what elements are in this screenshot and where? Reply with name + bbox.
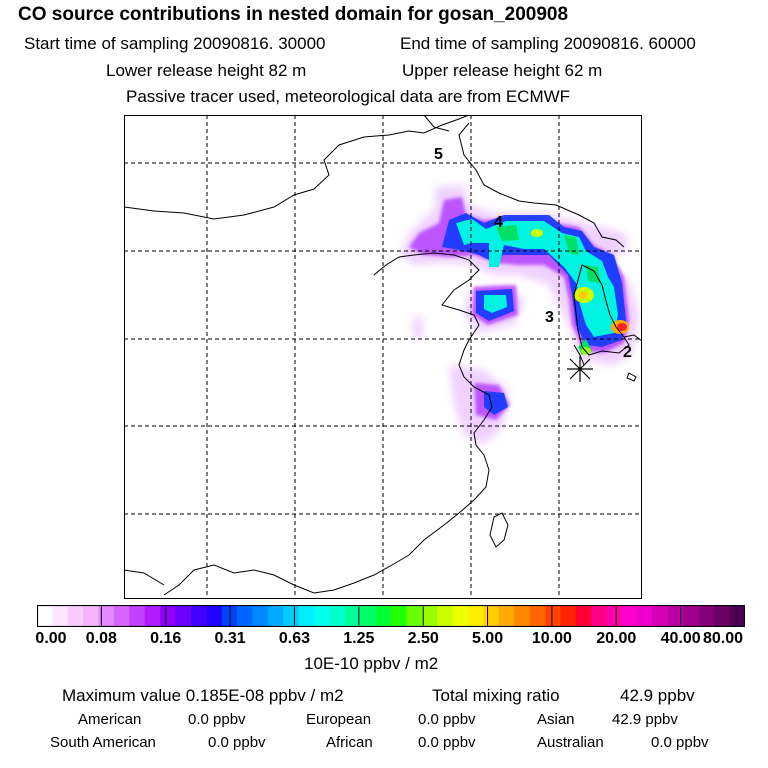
colorbar-cell	[52, 605, 69, 627]
american-label: American	[78, 711, 142, 728]
colorbar-cell	[483, 605, 500, 627]
colorbar-cell	[529, 605, 546, 627]
colorbar-cell	[391, 605, 407, 627]
colorbar	[37, 605, 745, 627]
colorbar-cell	[637, 605, 654, 627]
colorbar-cell	[560, 605, 577, 627]
colorbar-cell	[98, 605, 115, 627]
colorbar-cell	[729, 605, 745, 627]
map-panel: 5 4 3 2	[124, 115, 642, 599]
colorbar-cell	[360, 605, 377, 627]
colorbar-cell	[237, 605, 253, 627]
colorbar-tick-label: 1.25	[343, 630, 375, 647]
colorbar-cell	[606, 605, 623, 627]
colorbar-cell	[575, 605, 592, 627]
region-label-3: 3	[545, 309, 554, 326]
colorbar-cell	[452, 605, 469, 627]
colorbar-cell	[344, 605, 361, 627]
start-time: Start time of sampling 20090816. 30000	[24, 34, 326, 53]
plot-title: CO source contributions in nested domain…	[18, 4, 569, 25]
colorbar-cell	[160, 605, 177, 627]
colorbar-cell	[190, 605, 207, 627]
colorbar-unit: 10E-10 ppbv / m2	[304, 654, 439, 673]
colorbar-cell	[698, 605, 715, 627]
colorbar-tick-label: 0.08	[85, 630, 117, 647]
australian-label: Australian	[537, 734, 604, 751]
colorbar-cell	[283, 605, 300, 627]
total-mixing-ratio-value: 42.9 ppbv	[620, 686, 695, 705]
end-time: End time of sampling 20090816. 60000	[400, 34, 696, 53]
asian-value: 42.9 ppbv	[612, 711, 678, 728]
colorbar-tick-label: 20.00	[596, 630, 637, 647]
european-value: 0.0 ppbv	[418, 711, 476, 728]
region-label-5: 5	[434, 146, 443, 163]
colorbar-cell	[683, 605, 700, 627]
south-american-value: 0.0 ppbv	[208, 734, 266, 751]
colorbar-tick-label: 0.00	[35, 630, 67, 647]
colorbar-cell	[298, 605, 315, 627]
australian-value: 0.0 ppbv	[651, 734, 709, 751]
colorbar-cell	[591, 605, 607, 627]
colorbar-tick-label: 10.00	[531, 630, 572, 647]
maximum-value: Maximum value 0.185E-08 ppbv / m2	[62, 686, 344, 705]
colorbar-cell	[129, 605, 146, 627]
colorbar-cell	[621, 605, 638, 627]
colorbar-cell	[252, 605, 269, 627]
colorbar-cell	[498, 605, 515, 627]
colorbar-cell	[668, 605, 684, 627]
south-american-label: South American	[50, 734, 156, 751]
colorbar-tick-label: 80.00	[702, 630, 744, 647]
colorbar-cell	[514, 605, 531, 627]
african-value: 0.0 ppbv	[418, 734, 476, 751]
colorbar-cell	[652, 605, 669, 627]
colorbar-tick-label: 5.00	[471, 630, 504, 647]
receptor-asterisk-icon	[567, 356, 593, 382]
lat-lon-grid	[124, 115, 642, 599]
colorbar-tick-label: 0.16	[150, 630, 182, 647]
colorbar-tick-label: 0.31	[214, 630, 246, 647]
colorbar-cell	[113, 605, 130, 627]
colorbar-cell	[175, 605, 192, 627]
colorbar-tick-label: 0.63	[278, 630, 311, 647]
colorbar-cell	[37, 605, 53, 627]
colorbar-cell	[544, 605, 561, 627]
colorbar-cell	[314, 605, 330, 627]
colorbar-cell	[714, 605, 731, 627]
european-label: European	[306, 711, 372, 728]
subtitle: Passive tracer used, meteorological data…	[126, 87, 571, 106]
colorbar-cell	[144, 605, 161, 627]
colorbar-cell	[206, 605, 223, 627]
american-value: 0.0 ppbv	[188, 711, 246, 728]
coastlines	[124, 115, 642, 596]
colorbar-tick-label: 2.50	[407, 630, 439, 647]
african-label: African	[326, 734, 373, 751]
colorbar-cell	[437, 605, 454, 627]
colorbar-cell	[329, 605, 346, 627]
colorbar-cell	[83, 605, 100, 627]
region-label-2: 2	[623, 344, 632, 361]
colorbar-cell	[406, 605, 423, 627]
colorbar-tick-label: 40.00	[660, 630, 701, 647]
colorbar-cell	[421, 605, 438, 627]
map-frame	[124, 115, 642, 599]
colorbar-cell	[67, 605, 84, 627]
colorbar-cell	[375, 605, 392, 627]
asian-label: Asian	[537, 711, 575, 728]
colorbar-cell	[467, 605, 484, 627]
colorbar-cell	[267, 605, 284, 627]
upper-release-height: Upper release height 62 m	[402, 61, 603, 80]
lower-release-height: Lower release height 82 m	[106, 61, 307, 80]
total-mixing-ratio-label: Total mixing ratio	[432, 686, 560, 705]
region-label-4: 4	[494, 214, 503, 231]
